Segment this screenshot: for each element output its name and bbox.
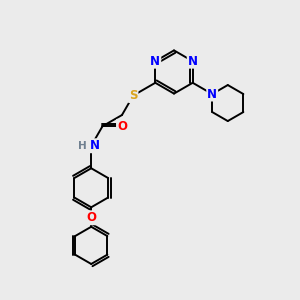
Text: O: O	[117, 120, 127, 133]
Text: S: S	[129, 89, 137, 102]
Text: H: H	[78, 141, 87, 151]
Text: N: N	[188, 55, 198, 68]
Text: N: N	[207, 88, 217, 100]
Text: N: N	[150, 55, 160, 68]
Text: N: N	[90, 139, 100, 152]
Text: O: O	[86, 211, 96, 224]
